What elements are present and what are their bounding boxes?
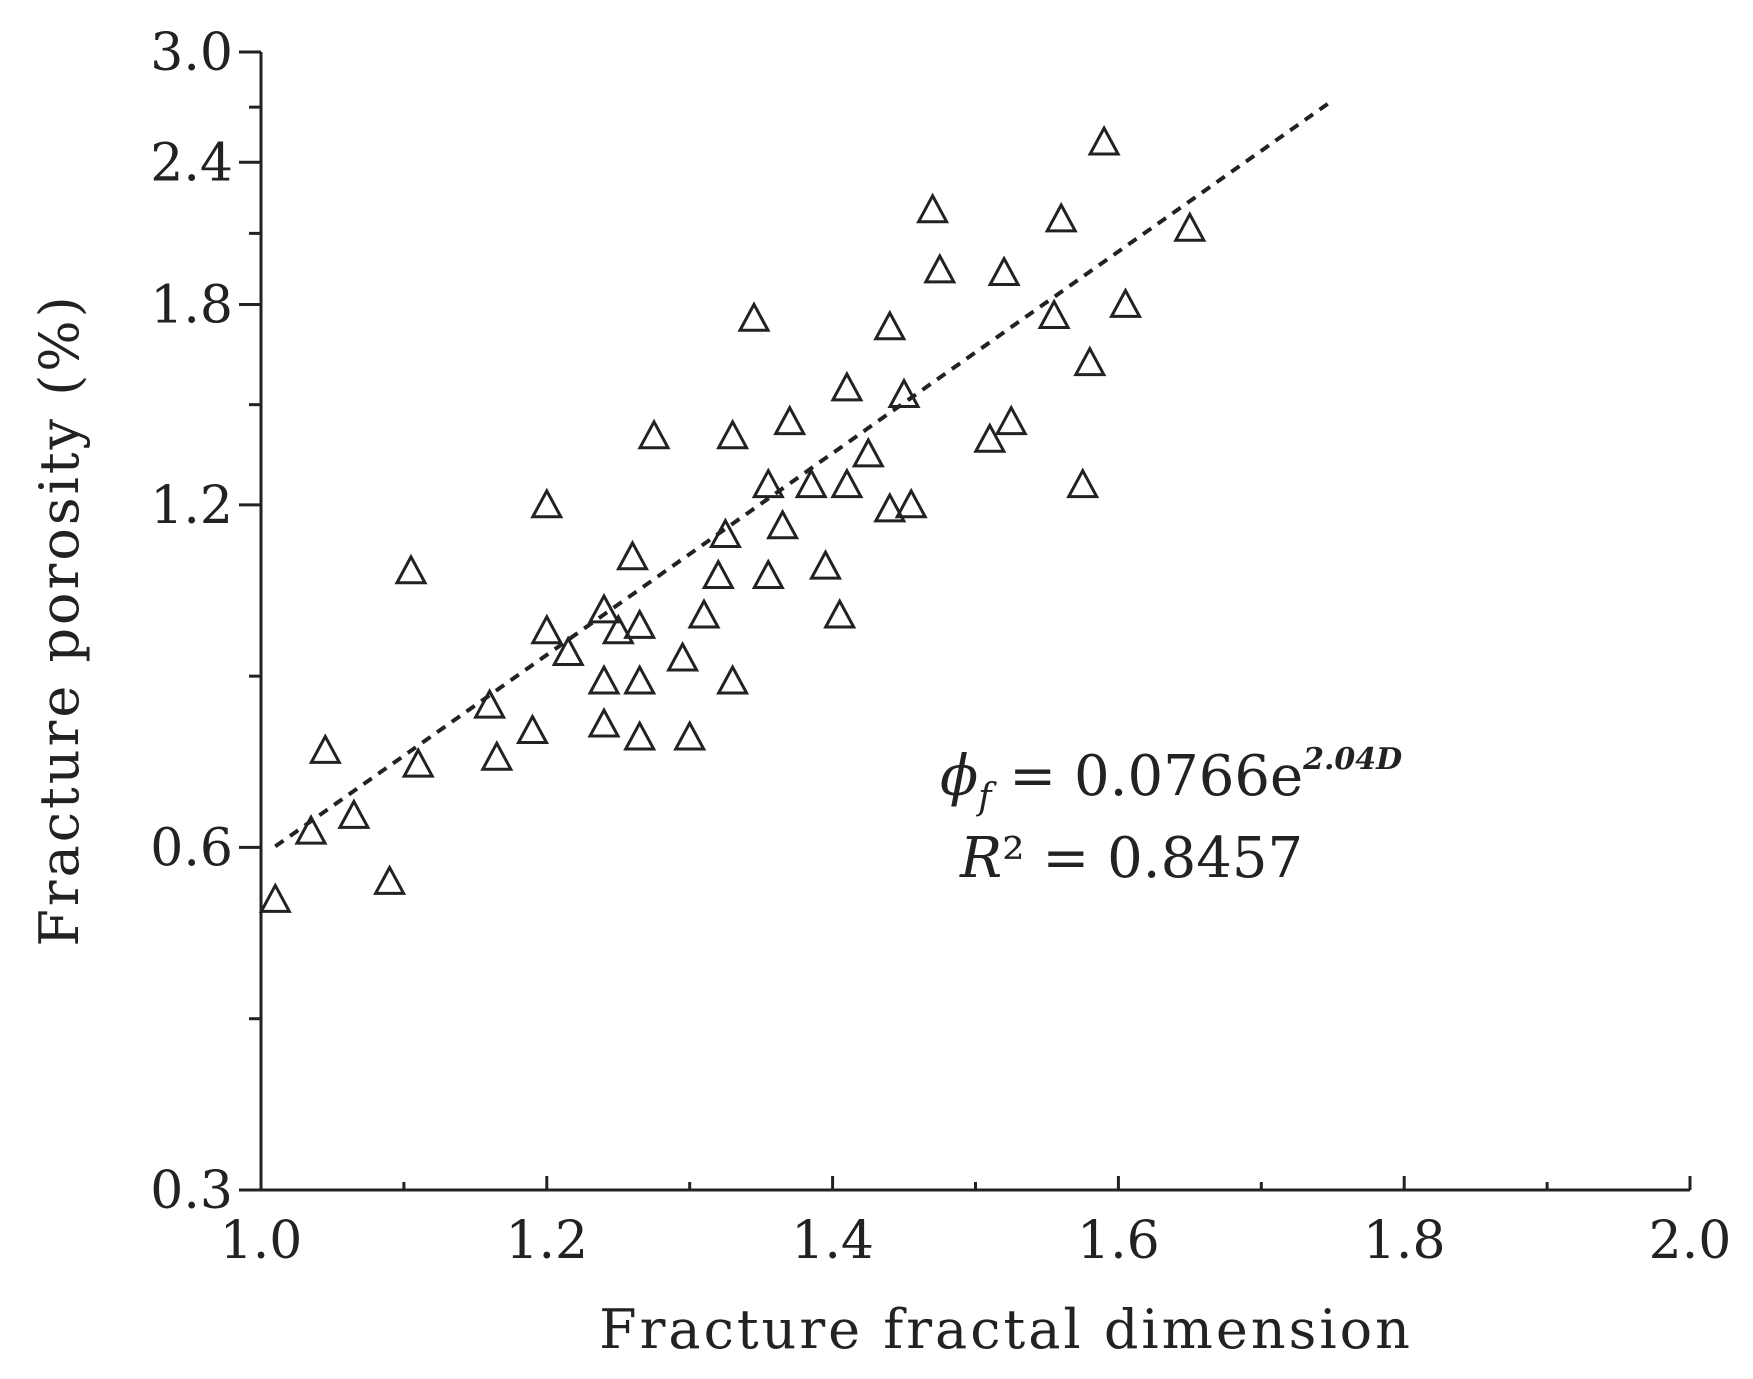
data-point-triangle (716, 663, 750, 695)
data-point-triangle (673, 719, 707, 751)
x-tick-label: 1.2 (505, 1211, 588, 1271)
trendline (274, 98, 1334, 849)
data-point-triangle (587, 592, 621, 624)
data-point-triangle (873, 491, 907, 523)
x-tick-label: 1.8 (1363, 1211, 1446, 1271)
data-point-triangle (530, 613, 564, 645)
data-point-triangle (308, 733, 342, 764)
equation-body: = 0.0766e (992, 744, 1304, 809)
y-axis-title: Fracture porosity (%) (28, 293, 91, 946)
data-point-triangle (1073, 345, 1107, 377)
data-point-triangle (716, 418, 750, 450)
data-point-triangle (530, 487, 564, 519)
equation-annotation: ϕf = 0.0766e2.04D (940, 742, 1402, 818)
data-point-triangle (337, 798, 371, 829)
data-point-triangle (515, 713, 550, 744)
data-point-triangle (808, 549, 843, 580)
data-point-triangle (751, 467, 785, 499)
r-squared-value: ² = 0.8457 (1002, 826, 1303, 891)
data-point-triangle (708, 517, 742, 548)
data-point-triangle (587, 663, 621, 695)
data-point-triangle (894, 487, 928, 519)
data-point-triangle (923, 252, 957, 284)
x-axis-title: Fracture fractal dimension (599, 1298, 1413, 1361)
data-point-triangle (773, 404, 807, 436)
data-point-triangle (873, 309, 907, 341)
data-point-triangle (666, 640, 700, 672)
y-tick-label: 2.4 (150, 133, 233, 193)
y-tick-label: 0.6 (150, 818, 233, 878)
data-point-triangle (766, 508, 800, 540)
data-point-triangle (830, 467, 864, 499)
data-point-triangle (1044, 201, 1078, 233)
data-point-triangle (394, 553, 428, 585)
data-point-triangle (615, 539, 650, 571)
data-point-triangle (1108, 287, 1143, 318)
data-point-triangle (480, 740, 514, 771)
axes (259, 52, 1690, 1192)
data-point-triangle (751, 558, 785, 589)
x-tick-label: 1.0 (220, 1211, 303, 1271)
data-point-triangle (551, 635, 585, 666)
data-point-triangle (1173, 211, 1207, 242)
x-ticks: 1.0 1.2 1.4 1.6 1.8 2.0 (220, 1176, 1732, 1271)
y-ticks: 0.3 0.6 1.2 1.8 2.4 3.0 (150, 23, 261, 1221)
data-point-triangle (473, 688, 507, 719)
data-point-triangle (623, 608, 657, 639)
data-point-triangle (823, 597, 857, 629)
data-point-triangle (701, 558, 735, 589)
x-tick-label: 1.4 (791, 1211, 874, 1271)
data-point-triangle (401, 747, 435, 778)
y-tick-label: 1.2 (150, 476, 233, 536)
equation-phi: ϕ (940, 744, 978, 809)
r-squared-annotation: R² = 0.8457 (959, 826, 1303, 891)
data-point-triangle (587, 706, 621, 738)
data-points (258, 124, 1207, 913)
y-tick-label: 1.8 (150, 275, 233, 335)
data-point-triangle (994, 404, 1028, 436)
equation-exponent: 2.04D (1302, 742, 1402, 777)
y-tick-label: 3.0 (150, 23, 233, 83)
x-tick-label: 2.0 (1649, 1211, 1732, 1271)
data-point-triangle (987, 255, 1021, 286)
data-point-triangle (601, 613, 635, 645)
data-point-triangle (623, 719, 657, 751)
data-point-triangle (373, 864, 407, 895)
data-point-triangle (623, 663, 657, 695)
data-point-triangle (687, 597, 721, 629)
y-tick-label: 0.3 (150, 1161, 233, 1221)
data-point-triangle (973, 422, 1007, 453)
data-point-triangle (258, 882, 292, 913)
data-point-triangle (1037, 298, 1071, 329)
data-point-triangle (887, 377, 921, 408)
data-point-triangle (1087, 124, 1121, 156)
data-point-triangle (737, 301, 771, 332)
data-point-triangle (830, 370, 864, 402)
data-point-triangle (916, 192, 950, 224)
data-point-triangle (294, 814, 328, 845)
r-squared-r: R (959, 826, 1002, 891)
data-point-triangle (637, 418, 671, 450)
data-point-triangle (794, 467, 828, 499)
x-tick-label: 1.6 (1077, 1211, 1160, 1271)
data-point-triangle (851, 436, 885, 468)
data-point-triangle (1066, 467, 1100, 499)
